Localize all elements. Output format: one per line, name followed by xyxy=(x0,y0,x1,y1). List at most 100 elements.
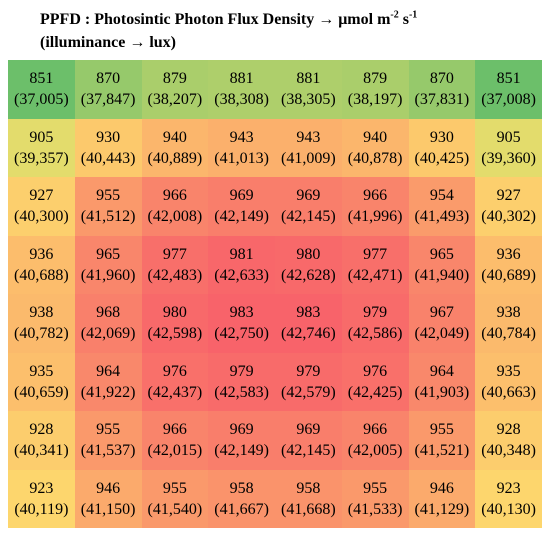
heatmap-cell: 927 (40,300) xyxy=(8,177,75,236)
title-exponent-1: -2 xyxy=(390,9,399,21)
lux-value-label: (42,437) xyxy=(147,383,203,401)
lux-value-label: (40,300) xyxy=(14,208,69,226)
lux-value-label: (39,357) xyxy=(14,149,69,167)
lux-value-label: (42,149) xyxy=(214,208,269,226)
ppfd-value-label: 946 xyxy=(96,479,121,497)
heatmap-cell: 977 (42,483) xyxy=(141,235,209,294)
heatmap-cell: 979 (42,579) xyxy=(275,352,342,411)
lux-value-label: (41,668) xyxy=(281,500,336,518)
ppfd-value-label: 966 xyxy=(363,421,388,439)
heatmap-cell: 946 (41,129) xyxy=(408,469,476,528)
heatmap-cell: 976 (42,437) xyxy=(141,352,209,411)
lux-value-label: (40,425) xyxy=(414,149,470,167)
ppfd-value-label: 943 xyxy=(229,128,254,146)
ppfd-value-label: 969 xyxy=(229,187,254,205)
ppfd-value-label: 979 xyxy=(296,362,321,380)
heatmap-cell: 955 (41,537) xyxy=(74,411,142,470)
heatmap-cell: 976 (42,425) xyxy=(341,352,409,411)
lux-value-label: (41,521) xyxy=(414,442,470,460)
heatmap-cell: 964 (41,903) xyxy=(408,352,476,411)
heatmap-cell: 979 (42,586) xyxy=(341,294,409,353)
ppfd-value-label: 935 xyxy=(496,362,521,380)
ppfd-value-label: 958 xyxy=(296,479,321,497)
ppfd-value-label: 969 xyxy=(296,421,321,439)
ppfd-value-label: 851 xyxy=(496,70,521,88)
ppfd-value-label: 870 xyxy=(96,70,121,88)
ppfd-value-label: 967 xyxy=(429,304,454,322)
ppfd-value-label: 881 xyxy=(296,70,321,88)
heatmap-grid: 851 (37,005) 870 (37,847) 879 (38,207) 881 (38,… xyxy=(8,60,542,528)
heatmap-cell: 965 (41,960) xyxy=(74,235,142,294)
ppfd-value-label: 940 xyxy=(363,128,388,146)
lux-value-label: (41,533) xyxy=(347,500,403,518)
ppfd-value-label: 958 xyxy=(229,479,254,497)
lux-value-label: (42,425) xyxy=(347,383,403,401)
lux-value-label: (40,782) xyxy=(14,325,69,343)
lux-value-label: (41,129) xyxy=(414,500,470,518)
heatmap-cell: 983 (42,750) xyxy=(208,294,275,353)
heatmap-cell: 983 (42,746) xyxy=(275,294,342,353)
lux-value-label: (40,878) xyxy=(347,149,403,167)
ppfd-value-label: 936 xyxy=(29,245,54,263)
ppfd-value-label: 955 xyxy=(162,479,187,497)
lux-value-label: (42,049) xyxy=(414,325,470,343)
heatmap-cell: 955 (41,512) xyxy=(74,177,142,236)
lux-value-label: (42,471) xyxy=(347,266,403,284)
lux-value-label: (38,305) xyxy=(281,91,336,109)
lux-value-label: (41,009) xyxy=(281,149,336,167)
lux-value-label: (42,149) xyxy=(214,442,269,460)
heatmap-cell: 879 (38,207) xyxy=(141,60,209,119)
ppfd-value-label: 905 xyxy=(29,128,54,146)
ppfd-value-label: 928 xyxy=(29,421,54,439)
lux-value-label: (42,145) xyxy=(281,208,336,226)
ppfd-value-label: 936 xyxy=(496,245,521,263)
heatmap-cell: 930 (40,425) xyxy=(408,118,476,177)
ppfd-value-label: 965 xyxy=(96,245,121,263)
ppfd-value-label: 943 xyxy=(296,128,321,146)
ppfd-value-label: 983 xyxy=(296,304,321,322)
heatmap-cell: 966 (42,015) xyxy=(141,411,209,470)
heatmap-cell: 981 (42,633) xyxy=(208,235,275,294)
lux-value-label: (40,689) xyxy=(481,266,536,284)
heatmap-cell: 980 (42,598) xyxy=(141,294,209,353)
lux-value-label: (42,005) xyxy=(347,442,403,460)
lux-value-label: (40,889) xyxy=(147,149,203,167)
ppfd-value-label: 870 xyxy=(429,70,454,88)
ppfd-value-label: 927 xyxy=(496,187,521,205)
lux-value-label: (41,960) xyxy=(80,266,136,284)
heatmap-cell: 870 (37,847) xyxy=(74,60,142,119)
heatmap-cell: 964 (41,922) xyxy=(74,352,142,411)
ppfd-value-label: 928 xyxy=(496,421,521,439)
ppfd-value-label: 980 xyxy=(296,245,321,263)
heatmap-cell: 923 (40,119) xyxy=(8,469,75,528)
lux-value-label: (41,537) xyxy=(80,442,136,460)
lux-value-label: (40,302) xyxy=(481,208,536,226)
lux-value-label: (37,008) xyxy=(481,91,536,109)
heatmap-cell: 943 (41,013) xyxy=(208,118,275,177)
heatmap-cell: 905 (39,357) xyxy=(8,118,75,177)
heatmap-cell: 968 (42,069) xyxy=(74,294,142,353)
lux-value-label: (38,207) xyxy=(147,91,203,109)
ppfd-value-label: 955 xyxy=(429,421,454,439)
lux-value-label: (42,598) xyxy=(147,325,203,343)
lux-value-label: (41,940) xyxy=(414,266,470,284)
lux-value-label: (40,688) xyxy=(14,266,69,284)
ppfd-value-label: 968 xyxy=(96,304,121,322)
lux-value-label: (37,005) xyxy=(14,91,69,109)
lux-value-label: (40,341) xyxy=(14,442,69,460)
heatmap-cell: 943 (41,009) xyxy=(275,118,342,177)
heatmap-cell: 940 (40,878) xyxy=(341,118,409,177)
ppfd-value-label: 955 xyxy=(363,479,388,497)
ppfd-value-label: 966 xyxy=(363,187,388,205)
lux-value-label: (42,746) xyxy=(281,325,336,343)
heatmap-cell: 881 (38,308) xyxy=(208,60,275,119)
heatmap-cell: 965 (41,940) xyxy=(408,235,476,294)
heatmap-cell: 927 (40,302) xyxy=(475,177,542,236)
ppfd-value-label: 938 xyxy=(496,304,521,322)
ppfd-value-label: 923 xyxy=(496,479,521,497)
lux-value-label: (40,443) xyxy=(80,149,136,167)
title-exponent-2: -1 xyxy=(408,9,418,21)
lux-value-label: (42,583) xyxy=(214,383,269,401)
heatmap-cell: 966 (42,005) xyxy=(341,411,409,470)
heatmap-cell: 938 (40,782) xyxy=(8,294,75,353)
